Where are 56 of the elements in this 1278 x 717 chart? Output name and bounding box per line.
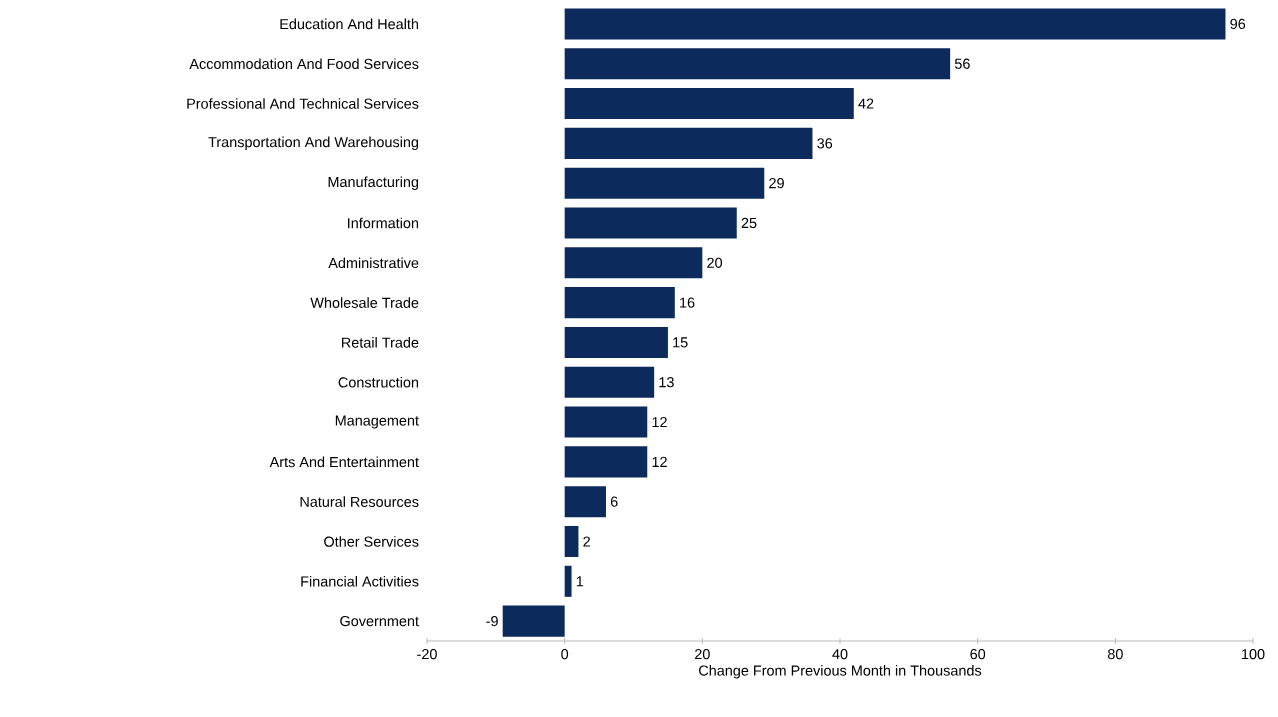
data-label: 12 (652, 456, 667, 467)
y-tick-label: Natural Resources (300, 496, 419, 507)
data-label: -9 (486, 615, 498, 627)
data-label: 29 (769, 178, 784, 189)
y-tick-label: Professional And Technical Services (187, 98, 419, 109)
y-tick-label: Retail Trade (342, 337, 419, 348)
bar (564, 446, 648, 478)
data-label: 20 (707, 257, 723, 268)
x-tick-label: 40 (832, 649, 848, 660)
y-tick-label: Arts And Entertainment (269, 456, 419, 468)
data-label: 16 (680, 297, 695, 308)
bar (564, 8, 1226, 40)
data-label: 15 (673, 337, 688, 348)
bar (564, 406, 648, 438)
data-label: 2 (583, 536, 590, 547)
y-tick-label: Management (335, 415, 419, 429)
y-tick-label: Wholesale Trade (310, 297, 419, 308)
data-label: 42 (858, 98, 874, 109)
bar (564, 565, 572, 597)
y-tick-label: Government (340, 615, 419, 627)
data-label: 36 (817, 138, 833, 149)
data-label: 1 (576, 576, 584, 587)
y-tick-label: Other Services (324, 536, 419, 547)
y-tick-label: Administrative (328, 257, 419, 269)
bar (564, 127, 813, 159)
data-label: 6 (610, 496, 618, 507)
bar (564, 486, 606, 518)
y-tick-label: Information (348, 217, 419, 229)
x-tick-label: 20 (695, 649, 710, 660)
bar (564, 167, 765, 199)
y-tick-label: Accommodation And Food Services (189, 58, 419, 70)
data-label: 56 (954, 58, 970, 69)
bar (502, 605, 565, 637)
bar (564, 88, 854, 120)
bar (564, 525, 579, 557)
data-label: 96 (1230, 18, 1246, 30)
data-label: 12 (652, 416, 667, 428)
x-axis-title: Change From Previous Month in Thousands (699, 665, 982, 679)
bar (564, 48, 951, 80)
y-tick-label: Financial Activities (301, 575, 419, 587)
bar (564, 247, 703, 279)
data-label: 13 (659, 377, 674, 388)
x-tick-label: 100 (1242, 649, 1265, 660)
y-tick-label: Transportation And Warehousing (208, 136, 419, 151)
x-tick-label: -20 (417, 649, 437, 660)
y-tick-label: Education And Health (280, 18, 419, 30)
bar (564, 287, 675, 319)
x-tick-label: 0 (561, 649, 569, 660)
data-label: 25 (741, 217, 757, 229)
bar (564, 207, 737, 239)
y-tick-label: Manufacturing (328, 176, 419, 190)
x-tick-label: 80 (1107, 649, 1123, 660)
y-tick-label: Construction (338, 376, 419, 388)
bar (564, 326, 668, 358)
bar (564, 366, 655, 398)
x-tick-label: 60 (970, 649, 986, 660)
